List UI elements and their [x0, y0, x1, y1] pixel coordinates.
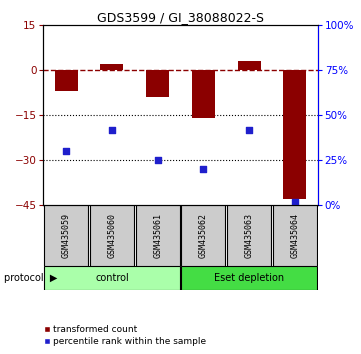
- Bar: [182, 266, 317, 290]
- Bar: [55, 70, 78, 91]
- Bar: [100, 64, 123, 70]
- Bar: [238, 61, 261, 70]
- Bar: [283, 70, 306, 199]
- Point: [292, 200, 298, 205]
- Legend: transformed count, percentile rank within the sample: transformed count, percentile rank withi…: [41, 321, 210, 349]
- Bar: [273, 205, 317, 266]
- Bar: [136, 205, 179, 266]
- Text: protocol  ▶: protocol ▶: [4, 273, 57, 283]
- Text: GSM435060: GSM435060: [108, 213, 116, 258]
- Bar: [227, 205, 271, 266]
- Text: Eset depletion: Eset depletion: [214, 273, 284, 283]
- Point: [246, 127, 252, 133]
- Bar: [146, 70, 169, 97]
- Title: GDS3599 / GI_38088022-S: GDS3599 / GI_38088022-S: [97, 11, 264, 24]
- Point: [155, 157, 161, 163]
- Bar: [182, 205, 225, 266]
- Text: GSM435064: GSM435064: [290, 213, 299, 258]
- Text: GSM435063: GSM435063: [245, 213, 253, 258]
- Bar: [44, 205, 88, 266]
- Point: [63, 148, 69, 154]
- Point: [109, 127, 115, 133]
- Text: GSM435062: GSM435062: [199, 213, 208, 258]
- Bar: [90, 205, 134, 266]
- Bar: [192, 70, 215, 118]
- Bar: [44, 266, 179, 290]
- Point: [200, 166, 206, 172]
- Text: GSM435059: GSM435059: [62, 213, 71, 258]
- Text: control: control: [95, 273, 129, 283]
- Text: GSM435061: GSM435061: [153, 213, 162, 258]
